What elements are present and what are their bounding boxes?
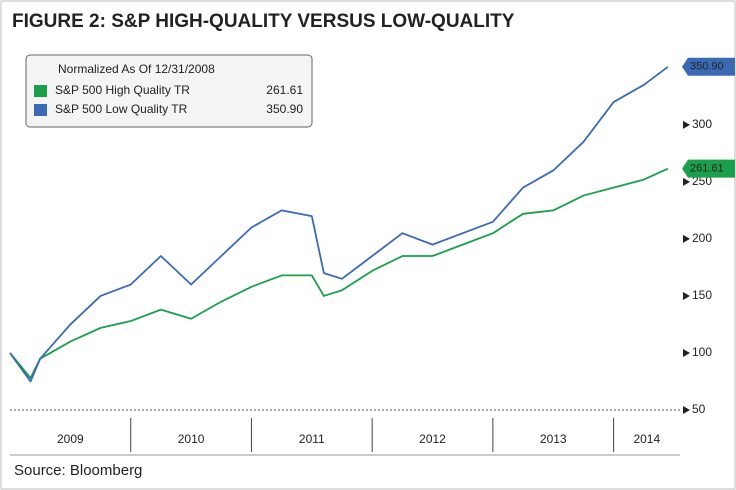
source: Source: Bloomberg: [14, 462, 142, 479]
y-tick: [683, 406, 690, 414]
legend-value: 350.90: [266, 102, 303, 116]
y-tick-label: 150: [692, 288, 712, 302]
y-tick: [683, 234, 690, 243]
legend-swatch: [34, 85, 47, 97]
legend-value: 261.61: [266, 83, 303, 97]
end-label: 261.61: [690, 163, 724, 175]
legend-swatch: [34, 104, 47, 116]
y-tick-label: 50: [692, 402, 706, 416]
x-tick-label: 2014: [633, 432, 660, 446]
x-tick-label: 2011: [299, 432, 325, 446]
x-tick-label: 2010: [178, 432, 205, 446]
series-line: [9, 167, 669, 379]
x-tick-label: 2012: [419, 432, 446, 446]
end-label-box: [682, 159, 735, 178]
legend-title: Normalized As Of 12/31/2008: [58, 62, 215, 76]
x-tick-label: 2013: [540, 432, 567, 446]
chart-title: FIGURE 2: S&P HIGH-QUALITY VERSUS LOW-QU…: [12, 11, 515, 32]
y-tick-label: 200: [692, 231, 712, 245]
y-tick: [683, 177, 690, 186]
legend-box: [25, 54, 313, 128]
legend: Normalized As Of 12/31/2008 S&P 500 High …: [25, 54, 313, 128]
y-tick-label: 100: [692, 345, 712, 359]
y-tick-label: 300: [692, 117, 712, 131]
y-tick: [683, 120, 690, 129]
legend-label: S&P 500 Low Quality TR: [55, 102, 188, 116]
legend-label: S&P 500 High Quality TR: [55, 83, 190, 97]
x-tick-label: 2009: [57, 432, 84, 446]
end-label-box: [682, 57, 735, 76]
y-tick: [683, 291, 690, 300]
y-tick: [683, 348, 690, 357]
series-line: [9, 66, 669, 383]
end-label: 350.90: [690, 61, 724, 73]
